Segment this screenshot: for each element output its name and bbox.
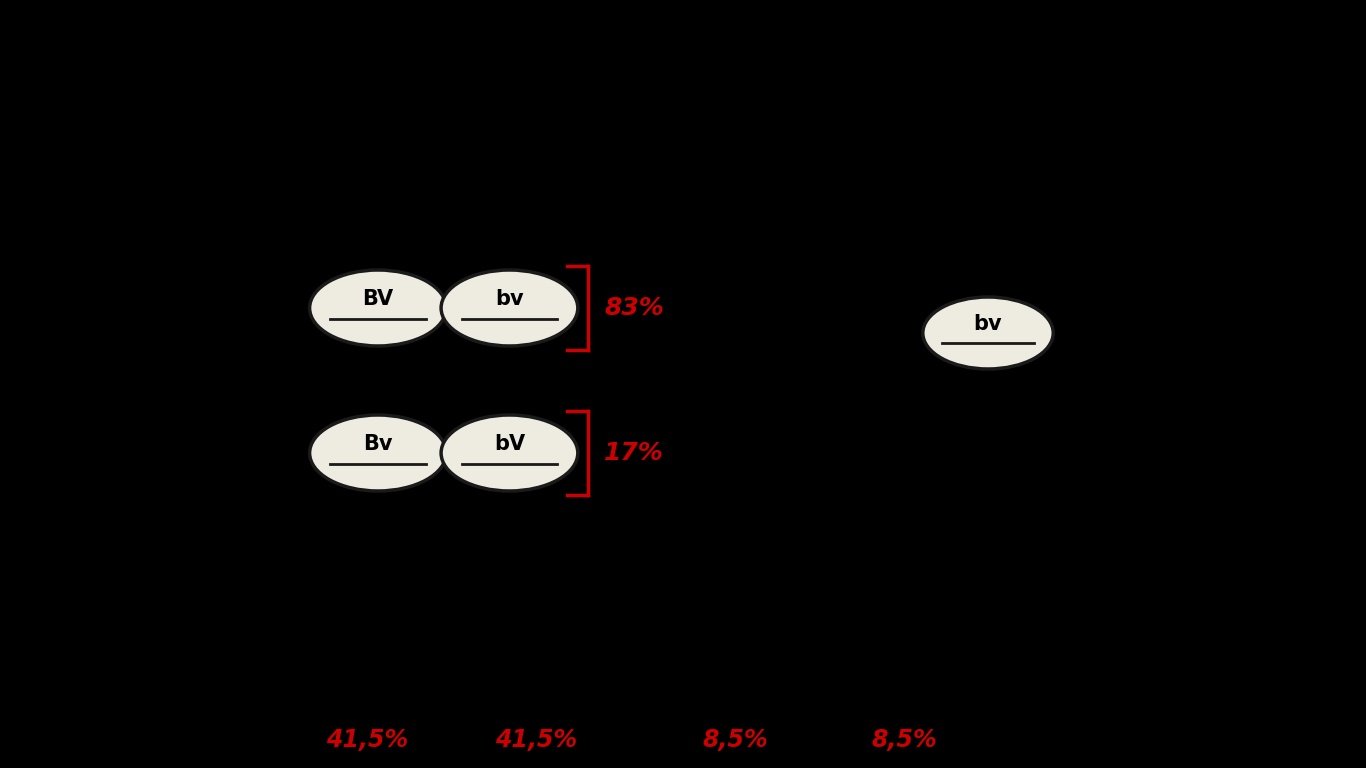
Text: ;: ; (630, 616, 642, 644)
Text: 41,5%: 41,5% (326, 728, 408, 752)
Text: ;: ; (814, 616, 825, 644)
Text: 41,5%: 41,5% (494, 728, 576, 752)
Text: 83%: 83% (604, 296, 664, 320)
Text: Сцепление нарушается кроссинговером (опыт: Сцепление нарушается кроссинговером (опы… (382, 33, 984, 53)
Text: ×: × (593, 177, 637, 229)
Text: BV: BV (362, 289, 393, 309)
Text: P:: P: (214, 191, 242, 215)
Text: 8,5%: 8,5% (872, 728, 937, 752)
Text: bv: bv (859, 241, 885, 261)
Text: bv: bv (523, 670, 549, 690)
Text: ♂: ♂ (750, 179, 775, 207)
Text: BV: BV (352, 572, 382, 592)
Text: bv: bv (974, 314, 1003, 334)
Text: bv: bv (859, 145, 885, 165)
Text: bV: bV (888, 572, 919, 592)
Ellipse shape (441, 415, 578, 491)
Text: G:: G: (214, 371, 243, 395)
Ellipse shape (923, 297, 1053, 369)
Ellipse shape (310, 270, 447, 346)
Text: bV: bV (494, 433, 525, 453)
Text: ♀: ♀ (298, 194, 321, 223)
Text: ;: ; (445, 616, 458, 644)
Ellipse shape (441, 270, 578, 346)
Text: F:: F: (214, 618, 239, 642)
Ellipse shape (310, 415, 447, 491)
Text: bv: bv (891, 670, 917, 690)
Text: BV: BV (389, 145, 419, 165)
Text: bv: bv (494, 289, 523, 309)
Text: 8,5%: 8,5% (702, 728, 769, 752)
Text: bv: bv (392, 241, 417, 261)
Text: Bv: Bv (363, 433, 392, 453)
Text: Bv: Bv (721, 572, 750, 592)
Text: bv: bv (723, 670, 749, 690)
Text: bv: bv (355, 670, 380, 690)
Text: №2).: №2). (456, 83, 518, 103)
Text: bv: bv (522, 572, 550, 592)
Text: 17%: 17% (604, 441, 664, 465)
